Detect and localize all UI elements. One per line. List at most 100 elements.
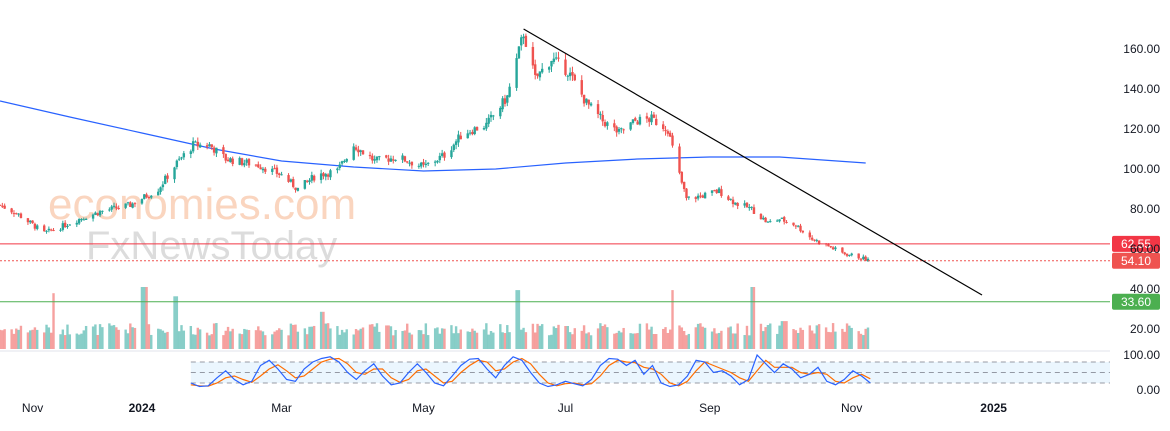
volume-bar xyxy=(75,333,78,349)
volume-bar xyxy=(687,333,691,349)
volume-bars xyxy=(0,287,870,349)
volume-bar xyxy=(720,330,723,349)
x-tick-label: 2024 xyxy=(129,401,156,415)
volume-bar xyxy=(652,334,656,349)
stoch-y-tick-label: 0.00 xyxy=(1137,383,1161,397)
candle-body xyxy=(827,244,830,247)
volume-bar xyxy=(506,325,509,349)
volume-bar xyxy=(191,334,195,349)
candle-body xyxy=(173,167,176,180)
candle-body xyxy=(82,219,85,221)
candle-body xyxy=(662,124,665,130)
volume-bar xyxy=(177,331,181,349)
candle-body xyxy=(375,156,379,161)
volume-bar xyxy=(648,329,651,349)
volume-bar xyxy=(743,335,746,349)
volume-bar xyxy=(717,332,721,349)
candle-body xyxy=(131,203,134,208)
candle-body xyxy=(731,199,735,205)
volume-bar xyxy=(678,325,681,349)
candle-body xyxy=(680,172,684,183)
candle-body xyxy=(115,206,118,209)
volume-bar xyxy=(433,328,437,349)
candle-body xyxy=(43,225,46,232)
candle-body xyxy=(96,213,99,216)
candle-body xyxy=(401,155,404,160)
volume-bar xyxy=(131,327,134,349)
resistance-level-label: 62.55 xyxy=(1121,237,1151,251)
candle-body xyxy=(245,159,248,163)
volume-bar xyxy=(310,326,314,349)
candle-body xyxy=(652,114,656,118)
candle-body xyxy=(80,219,83,221)
candle-body xyxy=(534,64,537,75)
candle-body xyxy=(699,195,702,197)
candle-body xyxy=(94,212,97,215)
y-tick-label: 140.00 xyxy=(1123,82,1160,96)
volume-bar xyxy=(175,296,179,349)
candle-body xyxy=(222,147,225,155)
volume-bar xyxy=(813,333,816,349)
volume-bar xyxy=(259,330,262,349)
stoch-y-tick-label: 100.00 xyxy=(1123,348,1160,362)
volume-bar xyxy=(603,324,607,349)
volume-bar xyxy=(208,335,211,349)
candle-body xyxy=(373,159,376,161)
volume-bar xyxy=(452,333,455,349)
candle-body xyxy=(84,218,88,220)
candle-body xyxy=(473,127,476,135)
candle-body xyxy=(91,214,95,219)
candle-body xyxy=(492,115,495,117)
volume-bar xyxy=(650,326,653,349)
volume-bar xyxy=(52,293,55,349)
candle-body xyxy=(389,158,393,162)
candle-body xyxy=(796,225,800,227)
volume-bar xyxy=(329,328,332,349)
candle-body xyxy=(682,181,686,190)
candle-body xyxy=(0,204,2,206)
volume-bar xyxy=(387,325,390,349)
stoch-k-line xyxy=(190,353,871,388)
volume-bar xyxy=(401,331,404,349)
volume-bar xyxy=(357,330,360,349)
candle-body xyxy=(710,190,714,193)
candle-body xyxy=(417,165,421,167)
candle-body xyxy=(617,128,621,132)
volume-bar xyxy=(622,327,625,349)
candle-body xyxy=(215,147,218,154)
moving-average-line xyxy=(0,100,866,172)
candle-body xyxy=(112,205,116,207)
candle-body xyxy=(843,252,846,255)
volume-bar xyxy=(157,328,160,349)
candle-body xyxy=(515,58,518,88)
candle-body xyxy=(568,72,572,77)
candle-body xyxy=(475,127,479,131)
candle-body xyxy=(10,208,13,213)
candle-body xyxy=(848,254,851,256)
volume-bar xyxy=(564,326,567,349)
volume-bar xyxy=(538,325,542,349)
volume-bar xyxy=(403,330,407,349)
volume-bar xyxy=(780,321,784,349)
volume-bar xyxy=(194,334,197,349)
volume-bar xyxy=(189,326,193,349)
candle-body xyxy=(29,220,32,223)
volume-bar xyxy=(552,326,556,349)
candle-body xyxy=(655,118,658,125)
volume-bar xyxy=(459,329,462,349)
volume-bar xyxy=(326,323,330,349)
volume-bar xyxy=(631,333,635,349)
volume-bar xyxy=(338,334,341,349)
volume-bar xyxy=(385,325,388,349)
candle-body xyxy=(668,132,672,137)
volume-bar xyxy=(734,333,737,349)
candle-body xyxy=(143,194,146,199)
candle-body xyxy=(426,162,430,164)
candle-body xyxy=(817,240,821,244)
volume-bar xyxy=(489,331,493,349)
candle-body xyxy=(191,141,195,152)
volume-bar xyxy=(666,332,670,349)
candle-body xyxy=(808,232,812,238)
